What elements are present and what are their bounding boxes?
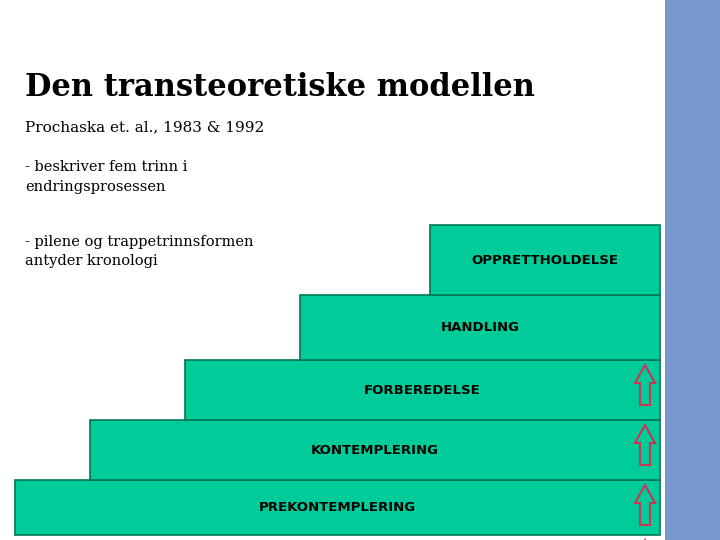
Text: FORBEREDELSE: FORBEREDELSE (364, 383, 481, 396)
Text: Prochaska et. al., 1983 & 1992: Prochaska et. al., 1983 & 1992 (25, 120, 264, 134)
Text: HANDLING: HANDLING (441, 321, 520, 334)
Text: PREKONTEMPLERING: PREKONTEMPLERING (259, 501, 416, 514)
Bar (430, 225, 660, 295)
Text: - pilene og trappetrinnsformen
antyder kronologi: - pilene og trappetrinnsformen antyder k… (25, 235, 253, 268)
Text: Den transteoretiske modellen: Den transteoretiske modellen (25, 72, 535, 103)
Bar (15, 480, 660, 535)
Bar (665, 0, 720, 540)
Bar (90, 420, 660, 480)
Text: - beskriver fem trinn i
endringsprosessen: - beskriver fem trinn i endringsprosesse… (25, 160, 187, 193)
Bar (185, 360, 660, 420)
Text: KONTEMPLERING: KONTEMPLERING (311, 443, 439, 456)
Text: OPPRETTHOLDELSE: OPPRETTHOLDELSE (472, 253, 618, 267)
Bar (300, 295, 660, 360)
